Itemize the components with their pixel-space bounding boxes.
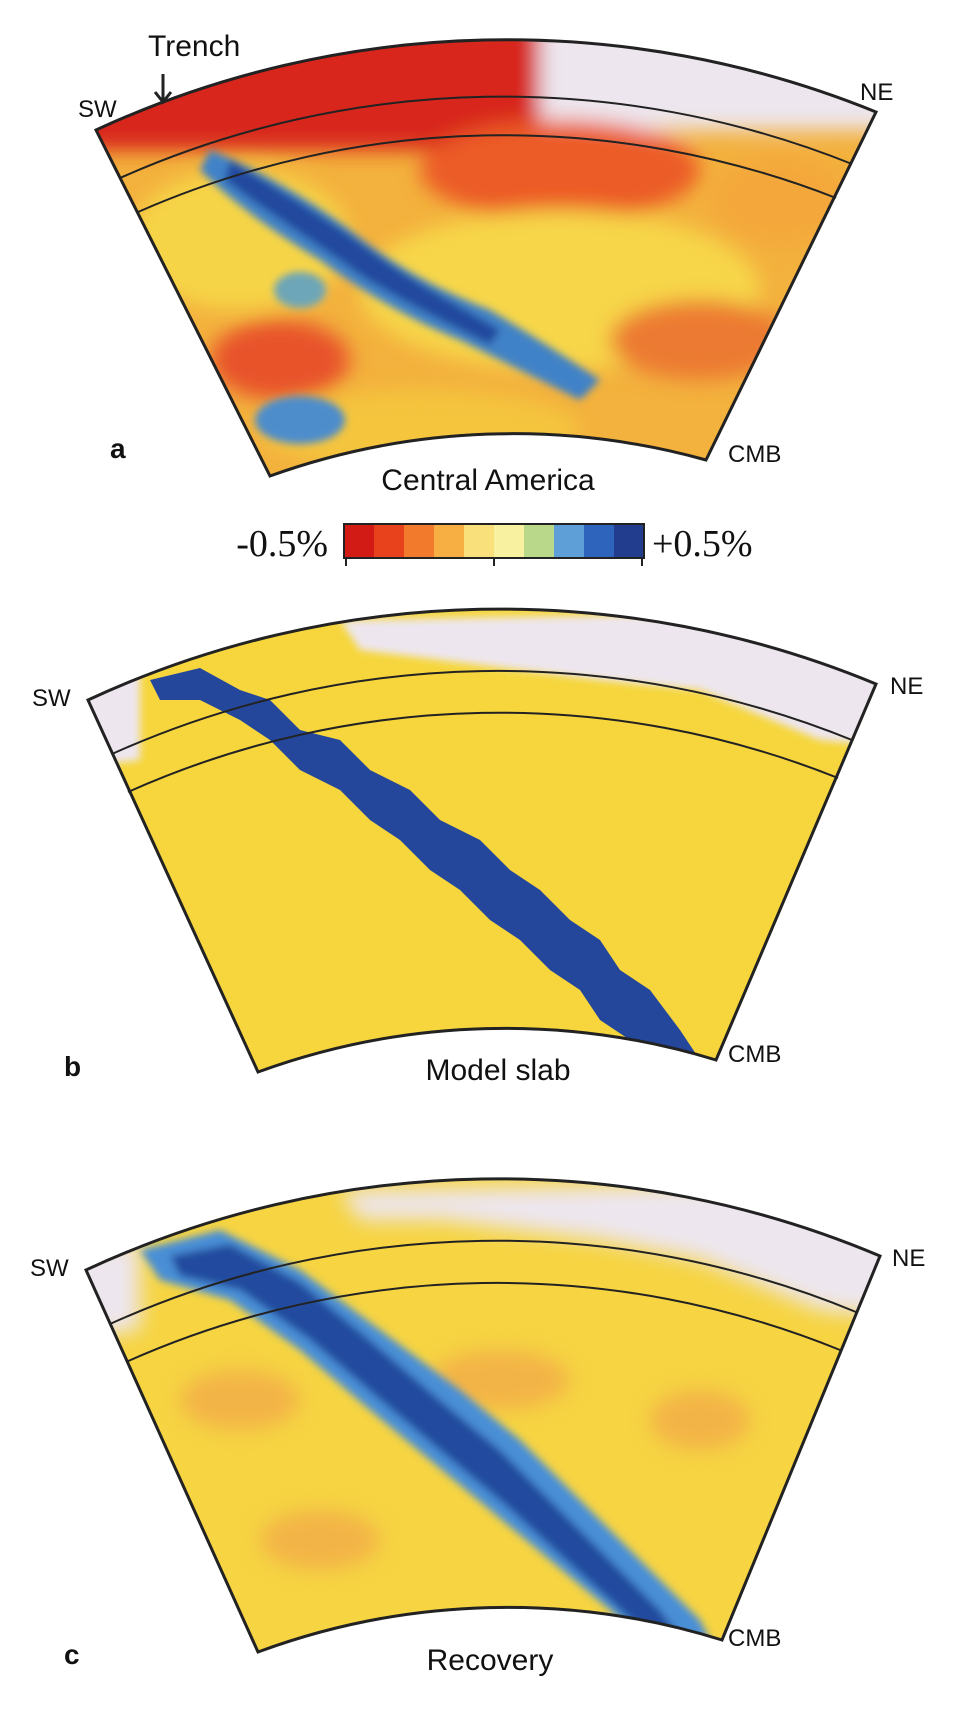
panel-c-boundary-660 (125, 1281, 841, 1363)
colorbar-cell (584, 524, 615, 558)
panel-b-map (88, 609, 876, 1072)
colorbar-cells (344, 524, 645, 558)
panel-a-boundary-410 (119, 95, 853, 179)
panel-b-ne-label: NE (890, 673, 923, 700)
panel-a-letter: a (110, 433, 126, 464)
panel-a-title: Central America (381, 464, 595, 497)
panel-b-boundary-660 (127, 711, 839, 793)
colorbar-cell (494, 524, 525, 558)
panel-c-cmb-label: CMB (728, 1625, 781, 1652)
panel-a-outline (93, 38, 879, 478)
colorbar-cell (524, 524, 555, 558)
panel-b-outline (86, 607, 878, 1074)
panel-b-boundary-410 (111, 669, 853, 755)
panel-b-cmb-label: CMB (728, 1041, 781, 1068)
colorbar-cell (344, 524, 375, 558)
panel-a: Trench SW NE CMB a Central America (78, 30, 893, 497)
panel-b-letter: b (64, 1051, 81, 1082)
panel-c-ne-label: NE (892, 1245, 925, 1272)
panel-b: SW NE CMB b Model slab (32, 607, 923, 1087)
colorbar-cell (374, 524, 405, 558)
panel-b-title: Model slab (425, 1054, 570, 1087)
colorbar: -0.5% +0.5% (236, 523, 753, 566)
panel-c-sw-label: SW (30, 1255, 69, 1282)
panel-c-boundary-410 (109, 1239, 857, 1325)
colorbar-min-label: -0.5% (236, 523, 328, 565)
panel-c-title: Recovery (427, 1644, 554, 1677)
panel-c-letter: c (64, 1639, 80, 1670)
colorbar-max-label: +0.5% (652, 523, 753, 565)
panel-c-map (86, 1178, 880, 1652)
trench-arrow-icon (153, 74, 173, 105)
panel-a-boundary-660 (137, 134, 837, 213)
colorbar-cell (614, 524, 645, 558)
panel-c-outline (84, 1177, 882, 1654)
colorbar-cell (464, 524, 495, 558)
colorbar-cell (554, 524, 585, 558)
colorbar-cell (404, 524, 435, 558)
colorbar-cell (434, 524, 465, 558)
trench-label: Trench (148, 30, 240, 63)
panel-c: SW NE CMB c Recovery (30, 1177, 925, 1677)
panel-a-sw-label: SW (78, 96, 117, 123)
panel-a-cmb-label: CMB (728, 441, 781, 468)
panel-b-sw-label: SW (32, 685, 71, 712)
panel-a-ne-label: NE (860, 79, 893, 106)
